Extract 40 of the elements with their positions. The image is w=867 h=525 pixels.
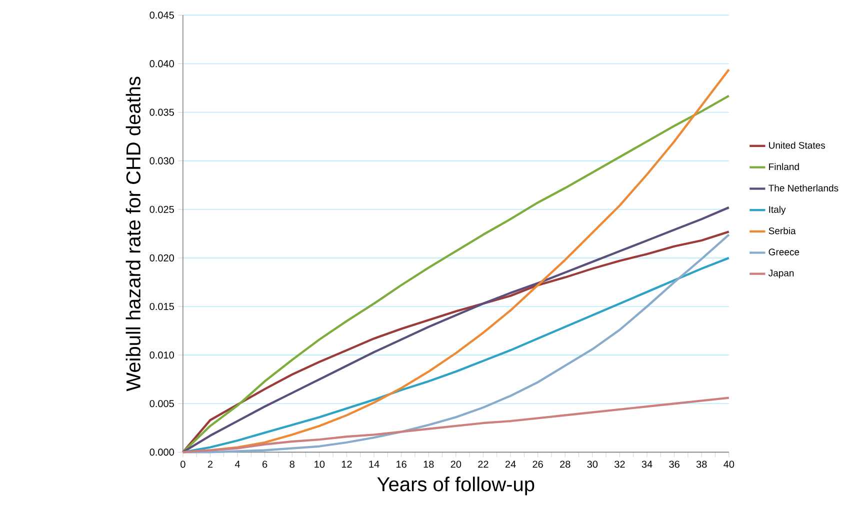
x-tick-label: 0: [180, 460, 186, 468]
y-tick-label: 0.005: [150, 400, 174, 408]
x-tick-label: 6: [262, 460, 268, 468]
legend-label: Japan: [768, 270, 794, 278]
legend-label: Serbia: [768, 227, 796, 234]
y-tick-label: 0.040: [150, 60, 174, 68]
x-tick-label: 12: [342, 460, 352, 468]
x-tick-label: 18: [424, 460, 434, 468]
x-tick-label: 34: [642, 460, 652, 468]
x-tick-label: 8: [290, 460, 294, 468]
y-tick-label: 0.010: [150, 352, 174, 359]
legend-label: Finland: [769, 163, 799, 170]
x-tick-label: 20: [450, 460, 462, 468]
legend-label: The Netherlands: [768, 184, 838, 192]
y-tick-label: 0.025: [150, 206, 174, 213]
y-tick-label: 0.035: [150, 108, 174, 116]
x-tick-label: 14: [369, 460, 380, 468]
x-tick-label: 36: [669, 460, 680, 468]
y-tick-label: 0.045: [150, 12, 174, 19]
x-tick-label: 32: [614, 460, 625, 468]
x-tick-label: 40: [724, 460, 734, 468]
y-tick-label: 0.000: [150, 448, 174, 456]
y-tick-label: 0.030: [150, 157, 174, 164]
x-tick-label: 10: [314, 460, 325, 468]
x-tick-label: 16: [396, 460, 406, 468]
x-axis-title: Years of follow-up: [377, 476, 534, 496]
x-tick-label: 38: [696, 460, 707, 468]
y-tick-label: 0.020: [150, 254, 174, 262]
legend-label: Greece: [768, 248, 800, 256]
y-axis-title: Weibull hazard rate for CHD deaths: [126, 76, 140, 392]
x-tick-label: 2: [208, 460, 212, 468]
x-tick-label: 28: [560, 460, 570, 468]
x-tick-label: 24: [505, 460, 516, 468]
x-tick-label: 4: [234, 460, 240, 468]
y-tick-label: 0.015: [150, 302, 174, 310]
x-tick-label: 22: [478, 460, 488, 468]
legend-label: United States: [769, 142, 826, 149]
x-tick-label: 30: [587, 460, 598, 468]
legend-label: Italy: [769, 206, 786, 215]
x-tick-label: 26: [532, 460, 543, 468]
